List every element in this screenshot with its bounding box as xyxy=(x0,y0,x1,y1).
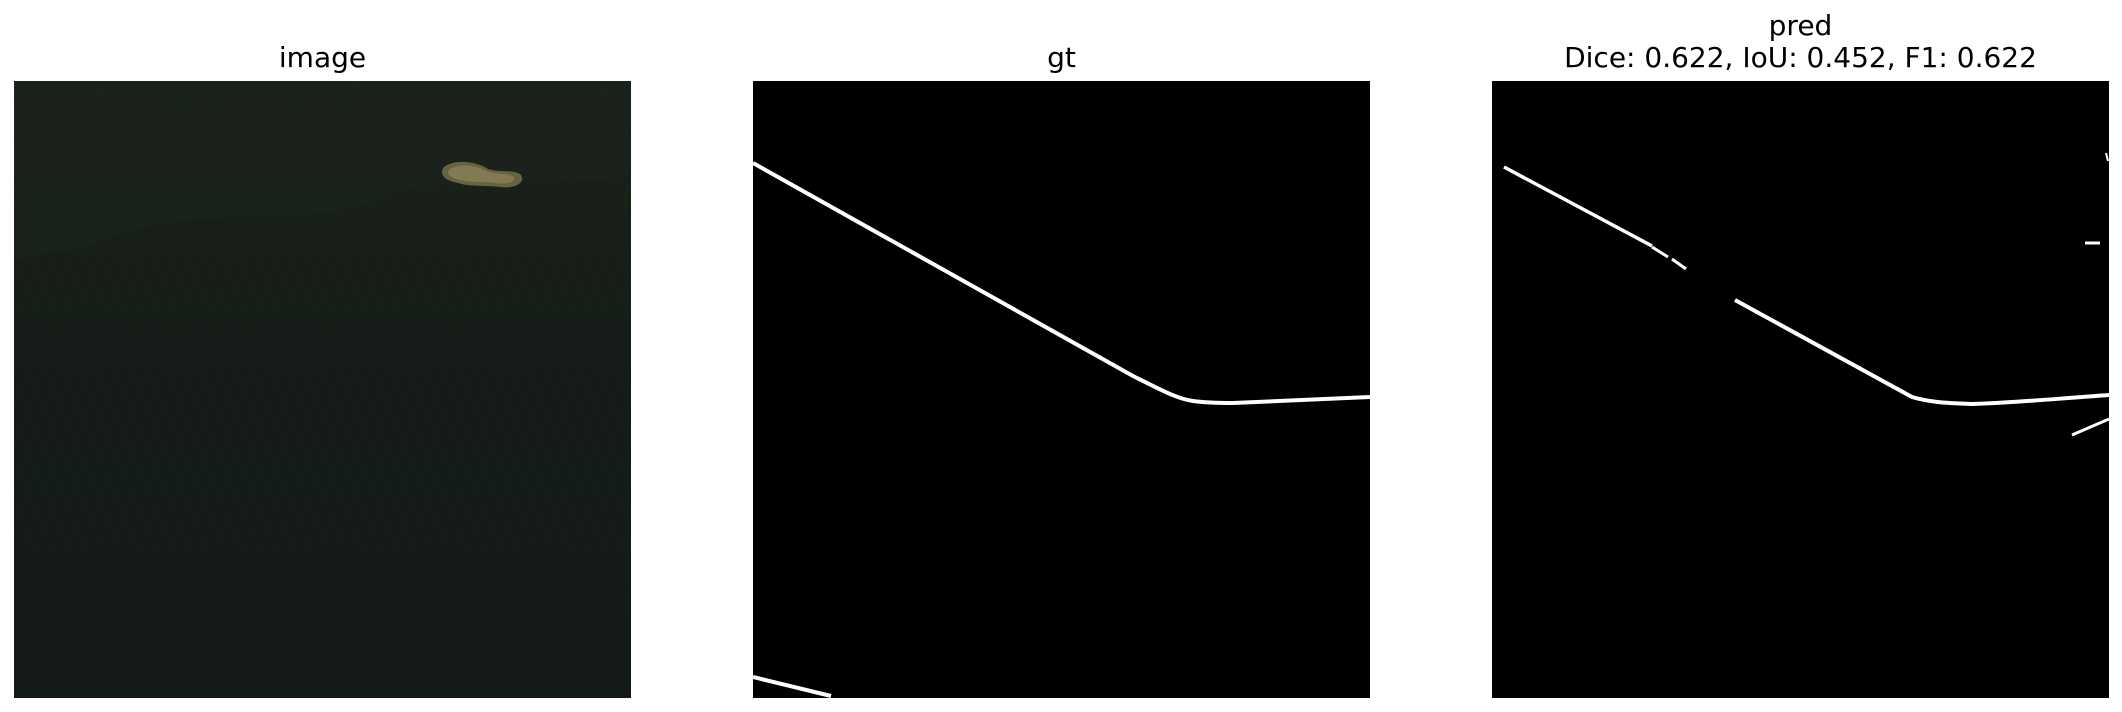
image-panel-title: image xyxy=(278,41,367,74)
pred-panel-title: pred xyxy=(1768,9,1833,42)
pred-panel: pred Dice: 0.622, IoU: 0.452, F1: 0.622 xyxy=(1492,0,2109,712)
gt-panel-title: gt xyxy=(1047,41,1076,74)
gt-mask xyxy=(753,81,1370,698)
pred-mask xyxy=(1492,81,2109,698)
pred-metrics-subtitle: Dice: 0.622, IoU: 0.452, F1: 0.622 xyxy=(1564,41,2037,74)
gt-panel: gt xyxy=(753,0,1370,712)
satellite-image xyxy=(14,81,631,698)
image-panel: image xyxy=(14,0,631,712)
gt-road-line xyxy=(753,161,1370,406)
pred-speck xyxy=(2105,152,2109,162)
pred-road-segment xyxy=(2071,417,2109,437)
pred-road-segment xyxy=(1734,298,2109,407)
pred-road-segment xyxy=(1503,165,1653,248)
pred-road-segment xyxy=(1651,245,1687,271)
gt-road-line-bottom xyxy=(753,675,832,698)
